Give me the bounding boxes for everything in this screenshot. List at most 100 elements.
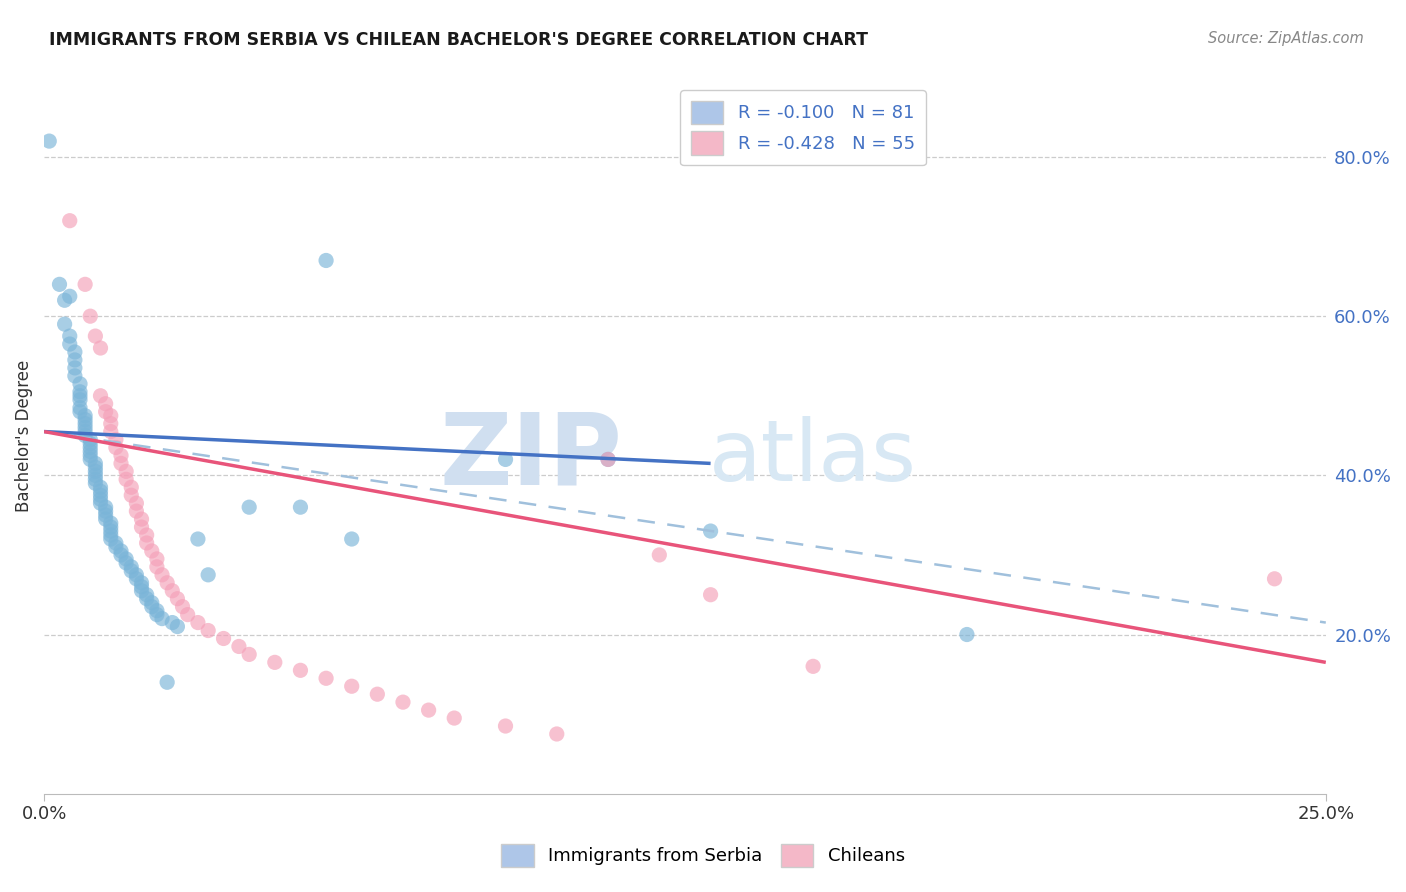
Point [63, 368, 86, 383]
Point [156, 575, 179, 590]
Legend: R = -0.100   N = 81, R = -0.428   N = 55: R = -0.100 N = 81, R = -0.428 N = 55 [681, 90, 927, 165]
Point [104, 540, 127, 554]
Point [125, 496, 148, 510]
Point [100, 532, 122, 546]
Point [104, 536, 127, 550]
Point [238, 648, 260, 662]
Point [131, 583, 153, 598]
Point [89, 492, 111, 507]
Point [69, 405, 91, 419]
Point [94, 405, 117, 419]
Point [141, 599, 163, 614]
Point [79, 436, 101, 450]
Point [63, 353, 86, 368]
Point [131, 575, 153, 590]
Point [495, 719, 517, 733]
Point [366, 687, 388, 701]
Point [125, 572, 148, 586]
Point [125, 504, 148, 518]
Point [53, 317, 76, 331]
Point [120, 560, 142, 574]
Point [84, 460, 107, 475]
Point [115, 552, 138, 566]
Point [79, 444, 101, 458]
Point [228, 640, 250, 654]
Point [100, 417, 122, 431]
Point [135, 588, 157, 602]
Point [443, 711, 465, 725]
Text: Source: ZipAtlas.com: Source: ZipAtlas.com [1208, 31, 1364, 46]
Point [146, 607, 169, 622]
Point [84, 457, 107, 471]
Point [141, 596, 163, 610]
Point [290, 500, 312, 515]
Point [89, 480, 111, 494]
Point [238, 500, 260, 515]
Point [79, 433, 101, 447]
Point [392, 695, 415, 709]
Point [89, 496, 111, 510]
Point [110, 449, 132, 463]
Point [79, 452, 101, 467]
Point [94, 504, 117, 518]
Point [172, 599, 194, 614]
Point [59, 213, 82, 227]
Y-axis label: Bachelor's Degree: Bachelor's Degree [15, 359, 32, 512]
Point [197, 567, 219, 582]
Point [340, 679, 363, 693]
Point [38, 134, 60, 148]
Point [131, 580, 153, 594]
Point [546, 727, 568, 741]
Point [135, 536, 157, 550]
Text: ZIP: ZIP [440, 409, 623, 506]
Point [115, 556, 138, 570]
Point [290, 663, 312, 677]
Point [100, 524, 122, 538]
Point [212, 632, 235, 646]
Point [69, 376, 91, 391]
Point [104, 433, 127, 447]
Point [263, 656, 285, 670]
Point [801, 659, 824, 673]
Point [699, 588, 721, 602]
Point [150, 567, 173, 582]
Point [315, 253, 337, 268]
Point [75, 277, 97, 292]
Point [89, 488, 111, 502]
Legend: Immigrants from Serbia, Chileans: Immigrants from Serbia, Chileans [494, 837, 912, 874]
Point [75, 409, 97, 423]
Point [79, 449, 101, 463]
Point [135, 528, 157, 542]
Point [100, 516, 122, 530]
Point [100, 409, 122, 423]
Point [162, 583, 184, 598]
Point [110, 548, 132, 562]
Point [84, 464, 107, 478]
Point [956, 627, 979, 641]
Point [648, 548, 671, 562]
Point [75, 425, 97, 439]
Point [53, 293, 76, 308]
Point [115, 472, 138, 486]
Point [48, 277, 70, 292]
Point [79, 441, 101, 455]
Point [94, 512, 117, 526]
Point [63, 345, 86, 359]
Point [79, 309, 101, 323]
Point [75, 420, 97, 434]
Point [69, 401, 91, 415]
Point [75, 417, 97, 431]
Point [69, 392, 91, 407]
Point [131, 520, 153, 534]
Point [156, 675, 179, 690]
Point [84, 329, 107, 343]
Point [166, 591, 188, 606]
Point [94, 397, 117, 411]
Point [1263, 572, 1285, 586]
Point [84, 468, 107, 483]
Point [150, 611, 173, 625]
Point [89, 484, 111, 499]
Point [84, 476, 107, 491]
Point [495, 452, 517, 467]
Point [59, 337, 82, 351]
